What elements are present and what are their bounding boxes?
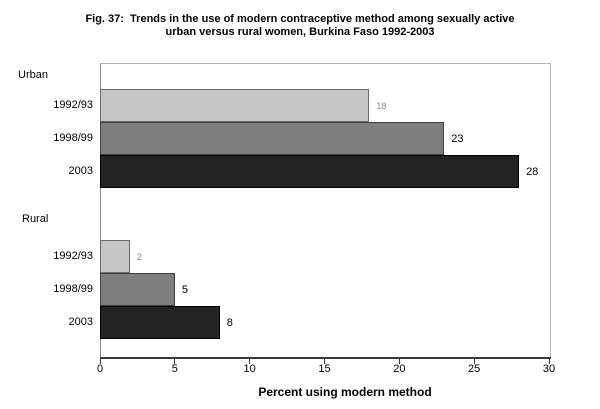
x-tick-20 [398, 359, 400, 364]
x-tick-10 [249, 359, 251, 364]
x-tick-label-15: 15 [318, 363, 331, 375]
value-label-rural-2003: 8 [226, 316, 233, 329]
bar-rural-2003 [100, 306, 220, 339]
category-label-rural-1992-93: 1992/93 [53, 249, 93, 262]
chart-title-line1: Fig. 37: Trends in the use of modern con… [85, 13, 515, 25]
bar-rural-1992-93 [100, 240, 130, 273]
bar-urban-1992-93 [100, 89, 370, 122]
group-label-urban: Urban [18, 69, 48, 81]
chart-title-line2: urban versus rural women, Burkina Faso 1… [165, 26, 435, 38]
x-tick-label-5: 5 [171, 363, 178, 375]
x-axis-title: Percent using modern method [258, 385, 432, 399]
x-tick-30 [548, 359, 550, 364]
x-tick-25 [473, 359, 475, 364]
category-label-rural-1998-99: 1998/99 [53, 282, 93, 295]
value-label-urban-2003: 28 [526, 165, 539, 178]
value-label-rural-1992-93: 2 [136, 251, 142, 262]
x-tick-0 [99, 359, 101, 364]
bar-urban-2003 [100, 155, 520, 188]
x-tick-5 [174, 359, 176, 364]
value-label-rural-1998-99: 5 [181, 283, 188, 296]
value-label-urban-1998-99: 23 [451, 132, 464, 145]
x-tick-label-30: 30 [542, 363, 556, 375]
chart-title: Fig. 37: Trends in the use of modern con… [0, 13, 600, 39]
group-label-rural: Rural [22, 213, 49, 225]
x-tick-label-10: 10 [243, 363, 256, 375]
category-label-rural-2003: 2003 [68, 315, 93, 328]
x-tick-15 [324, 359, 325, 364]
category-label-urban-1998-99: 1998/99 [53, 131, 93, 144]
bar-urban-1998-99 [100, 122, 445, 155]
x-tick-label-25: 25 [468, 363, 481, 375]
x-tick-label-20: 20 [393, 363, 406, 375]
x-tick-label-0: 0 [96, 363, 104, 375]
category-label-urban-2003: 2003 [68, 164, 93, 177]
category-label-urban-1992-93: 1992/93 [53, 98, 93, 111]
value-label-urban-1992-93: 18 [376, 100, 387, 111]
bar-rural-1998-99 [100, 273, 175, 306]
x-axis-line [100, 357, 551, 359]
